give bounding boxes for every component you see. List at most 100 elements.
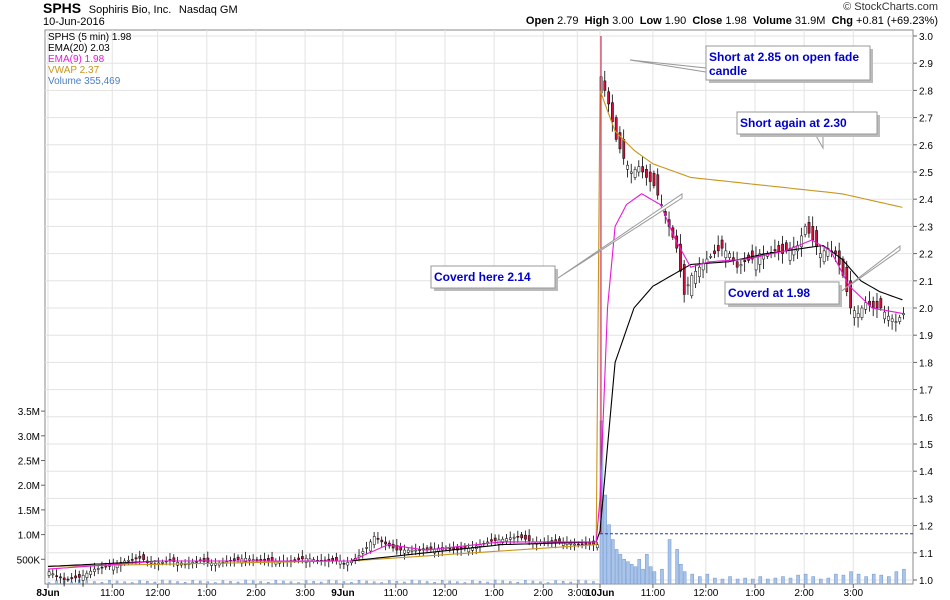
candle-body [569,543,573,545]
price-tick-label: 2.4 [919,195,933,206]
candle-body [70,577,74,579]
candle-body [595,544,599,549]
volume-bar [614,549,619,585]
ema9-line [47,193,903,570]
volume-bar [849,571,853,585]
candle-body [860,307,864,318]
price-tick-label: 1.1 [919,549,933,560]
price-tick-label: 2.8 [919,86,933,97]
volume-bar [108,580,111,585]
company-name: Sophiris Bio, Inc. [88,4,172,16]
volume-bar [244,579,247,585]
volume-bar [603,494,608,585]
volume-bar [584,580,588,585]
volume-bar [130,582,134,585]
price-tick-label: 2.5 [919,168,933,179]
candle-body [879,298,883,309]
vwap-line [47,90,903,567]
candle-body [512,536,516,539]
volume-bar [508,581,512,585]
candle-body [819,253,822,258]
volume-bar [395,581,399,585]
time-tick-label: 1:00 [745,588,765,599]
candle-body [493,537,497,541]
candle-body [645,169,648,178]
volume-bar [705,573,710,585]
volume-bar [728,576,732,585]
volume-bar [887,576,891,585]
candle-body [883,311,886,320]
candle-body [195,561,198,563]
volume-tick-label: 3.5M [18,407,40,418]
volume-bar [626,561,630,585]
volume-tick-label: 2.0M [18,481,40,492]
volume-bar [153,581,157,585]
candle-body [372,536,376,545]
time-tick-label: 3:00 [568,588,588,599]
candle-body [62,577,66,581]
volume-bar [834,573,838,585]
time-tick-label: 1:00 [484,588,504,599]
volume-bar [274,580,278,585]
candle-body [781,243,784,254]
volume-bar [214,582,217,585]
price-tick-label: 2.6 [919,141,933,152]
candle-body [603,80,607,91]
candle-body [898,317,902,322]
candle-body [894,321,898,323]
volume-bar [221,580,225,585]
candle-body [149,562,153,564]
candle-body [773,249,777,252]
candle-body [826,247,830,257]
legend-entry: Volume 355,469 [48,76,121,87]
candle-body [607,91,610,105]
candle-body [679,243,682,272]
candle-body [130,559,134,561]
price-tick-label: 3.0 [919,32,933,43]
callout-box [724,281,840,305]
legend-entry: EMA(20) 2.03 [48,43,110,54]
volume-bar [826,577,831,585]
volume-bar [819,578,823,585]
volume-bar [388,580,391,585]
chart-date: 10-Jun-2016 [43,16,105,28]
time-tick-label: 10Jun [586,588,615,599]
volume-bar [618,554,623,585]
candle-body [369,541,372,552]
candle-body [81,574,85,581]
volume-bar [713,577,717,585]
price-tick-label: 2.0 [919,304,933,315]
candle-body [698,266,701,277]
time-tick-label: 2:00 [246,588,266,599]
candle-body [716,245,720,252]
time-tick-label: 9Jun [331,588,354,599]
candle-body [788,247,792,261]
volume-bar [289,581,293,585]
price-tick-label: 2.3 [919,222,933,233]
time-tick-label: 11:00 [384,588,409,599]
time-tick-label: 8Jun [36,588,59,599]
stat-volume: Volume 31.9M [752,15,826,27]
volume-bar [633,566,638,585]
candle-body [875,300,879,309]
candle-body [214,563,217,566]
stat-change: Chg +0.81 (+69.23%) [831,15,938,27]
candle-body [251,559,255,561]
volume-bar [720,578,725,585]
volume-bar [539,581,542,585]
candle-body [656,174,660,196]
time-tick-label: 11:00 [100,588,125,599]
volume-bar [629,563,634,585]
candle-body [735,261,739,268]
candle-body [501,538,505,543]
time-tick-label: 1:00 [197,588,217,599]
callout-pointer [554,193,683,281]
volume-bar [206,581,210,585]
volume-bar [902,568,906,585]
volume-bar [592,581,595,585]
volume-bar [123,581,126,585]
candle-body [686,284,690,287]
callout-text: Coverd here 2.14 [434,270,531,284]
price-stats: Open 2.79 High 3.00 Low 1.90 Close 1.98 … [526,15,938,27]
